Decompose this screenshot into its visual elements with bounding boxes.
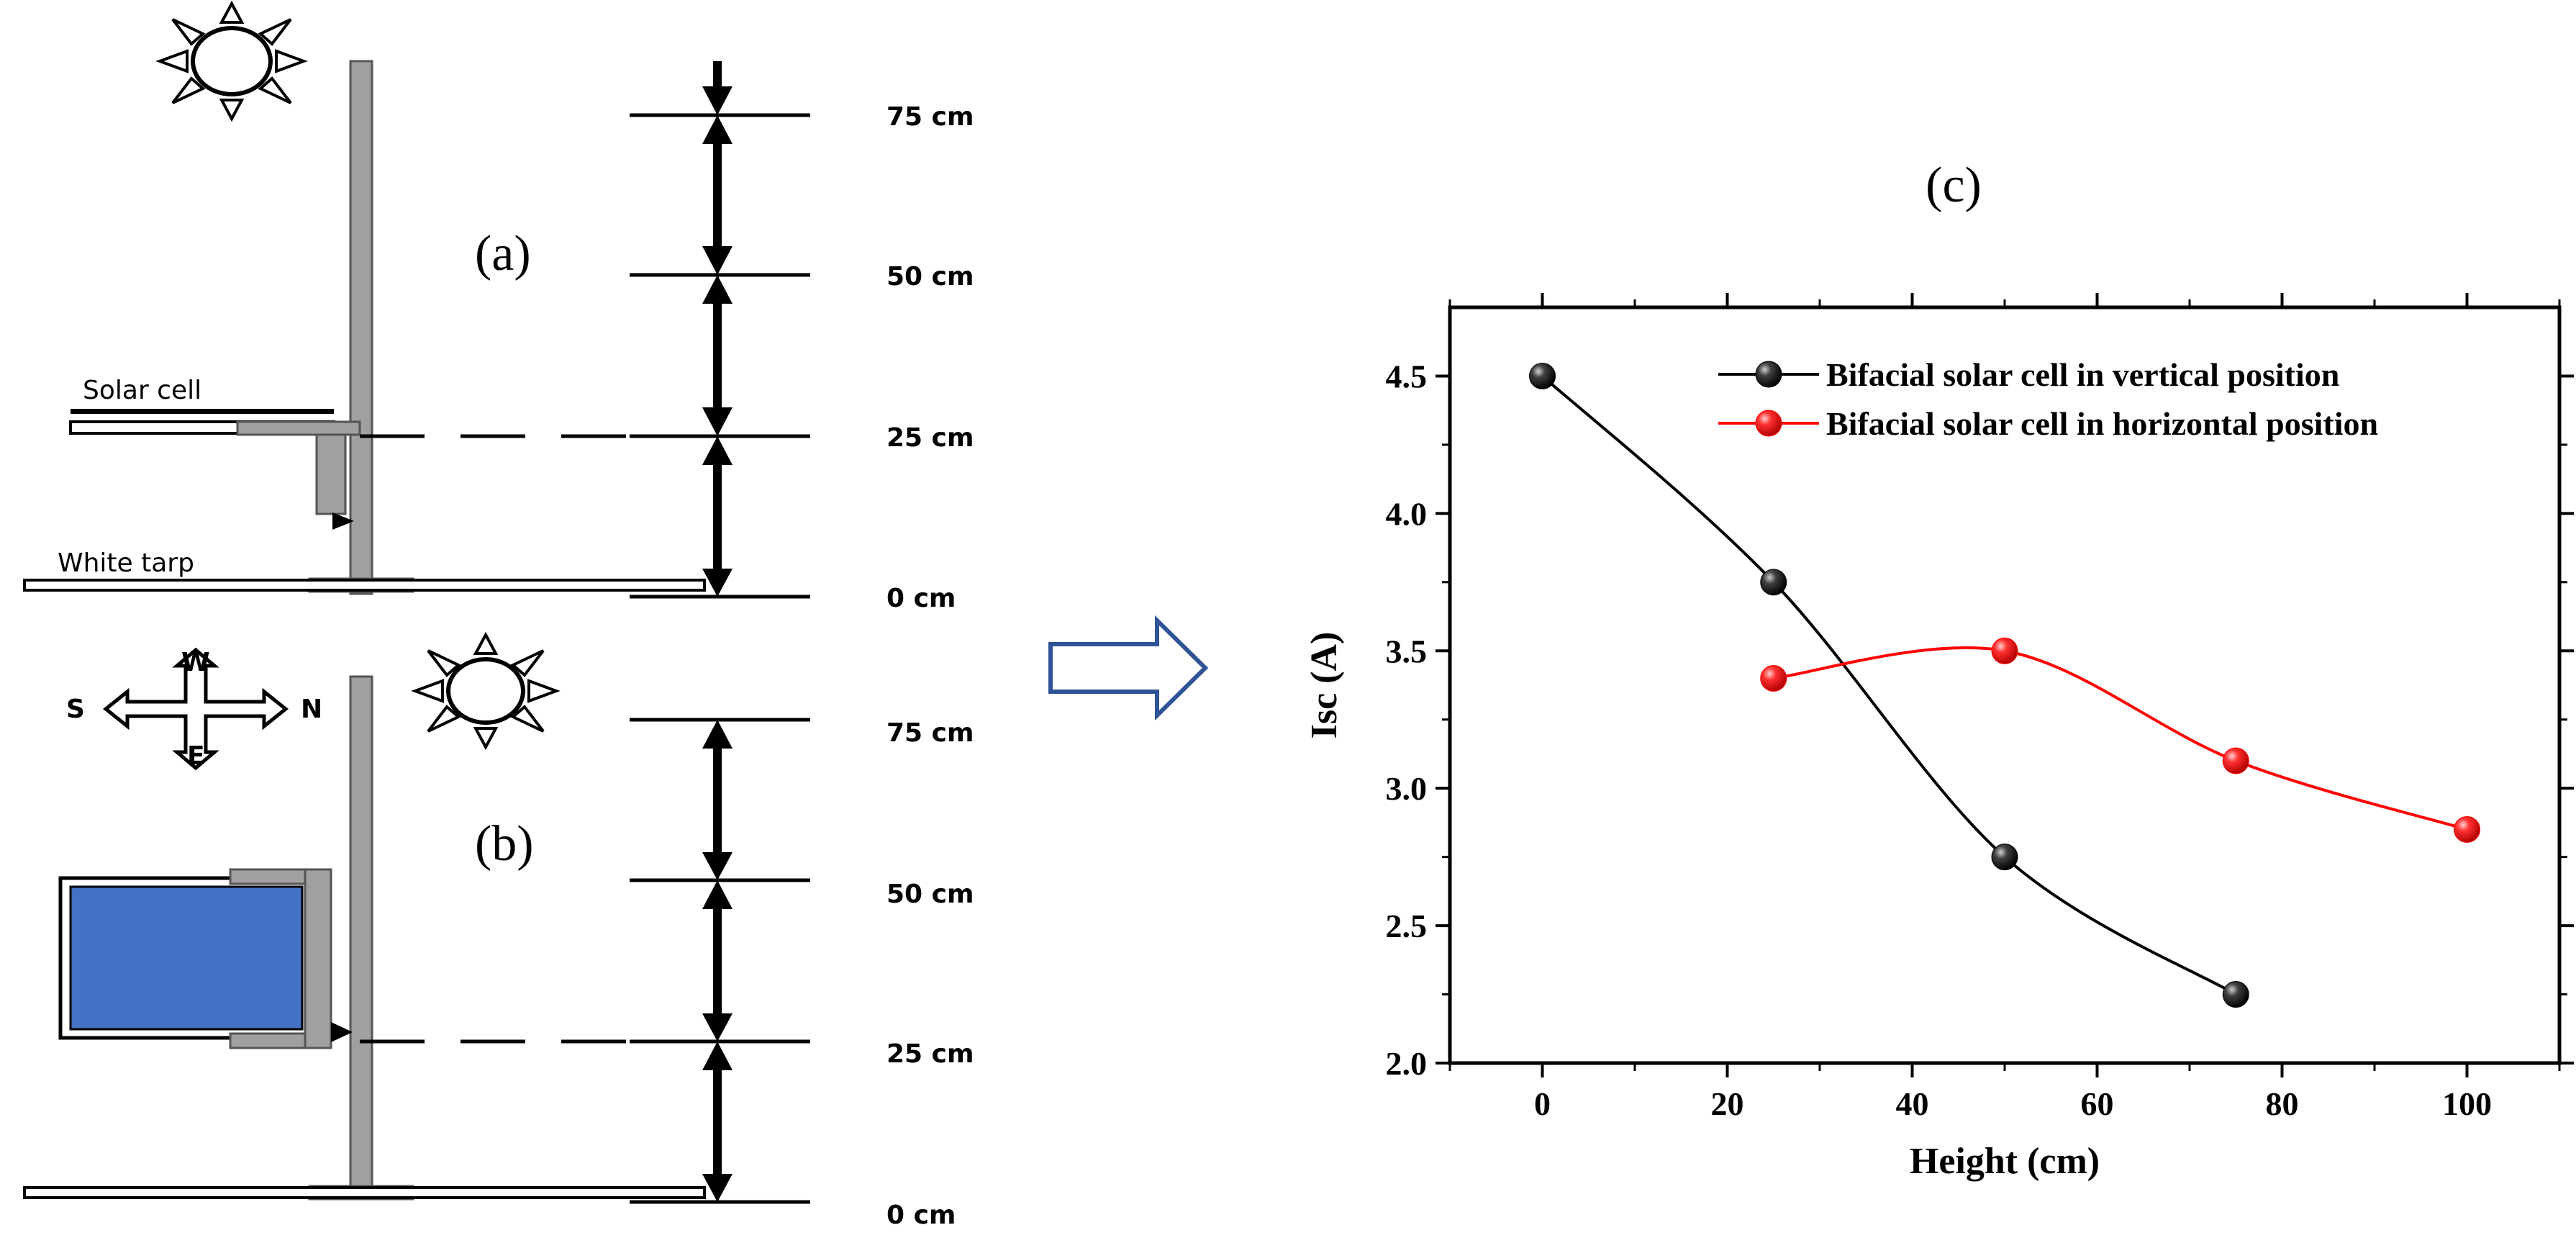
data-point-series-2 [2222, 747, 2249, 774]
y-axis-title: Isc (A) [1304, 632, 1345, 739]
series-line-1 [1541, 374, 2237, 996]
x-axis-title: Height (cm) [1910, 1141, 2100, 1182]
legend-label: Bifacial solar cell in vertical position [1826, 356, 2339, 393]
arm-arrow [332, 512, 354, 530]
solar-cell-label: Solar cell [83, 376, 201, 405]
series-layer [1529, 362, 2480, 1008]
data-point-series-2 [1760, 664, 1787, 692]
compass-north: N [301, 695, 322, 724]
legend-marker [1755, 361, 1782, 388]
y-tick-label: 3.0 [1386, 770, 1428, 807]
compass-icon [102, 647, 289, 771]
y-tick-label: 4.5 [1386, 358, 1428, 394]
data-point-series-1 [1760, 569, 1787, 596]
solar-cell-bracket [236, 420, 361, 436]
panel-a-label: (a) [475, 226, 531, 281]
right-arrow-icon [1048, 615, 1209, 721]
solar-cell-arm [315, 433, 347, 515]
x-tick-label: 80 [2266, 1085, 2299, 1122]
data-point-series-2 [2454, 815, 2480, 843]
support-pole [349, 60, 373, 595]
y-tick-label: 2.5 [1386, 908, 1428, 944]
panel-bracket-side [304, 868, 332, 1049]
x-tick-label: 100 [2442, 1085, 2492, 1122]
solar-cell-top [71, 409, 334, 414]
solar-panel [69, 885, 304, 1031]
y-tick-label: 4.0 [1386, 495, 1428, 532]
height-scale [630, 61, 810, 599]
height-mark-75: 75 cm [886, 102, 974, 132]
height-mark-25: 25 cm [886, 1039, 974, 1069]
data-point-series-1 [1529, 362, 1556, 389]
legend-label: Bifacial solar cell in horizontal positi… [1826, 405, 2378, 442]
legend: Bifacial solar cell in vertical position… [1718, 356, 2378, 442]
x-tick-label: 40 [1896, 1085, 1929, 1122]
compass-east: E [187, 741, 205, 771]
panel-b-label: (b) [475, 816, 534, 872]
data-point-series-2 [1991, 637, 2018, 664]
panel-c-label: (c) [1926, 158, 1982, 213]
height-mark-0: 0 cm [886, 584, 956, 613]
height-mark-75: 75 cm [886, 718, 974, 748]
compass-west: W [181, 648, 210, 677]
white-tarp-label: White tarp [58, 548, 194, 578]
panel-c: (c) 0 20 40 60 80 100 2.0 2.5 3.0 3.5 4.0 4.5 Bifac… [1304, 158, 2574, 1182]
height-scale [630, 718, 810, 1204]
bracket-arrow [331, 1022, 353, 1042]
sun-icon [155, 0, 308, 122]
sun-icon [411, 631, 561, 751]
white-tarp [23, 579, 706, 592]
x-tick-label: 0 [1534, 1085, 1551, 1122]
x-tick-label: 60 [2081, 1085, 2114, 1122]
panel-b: W S N E [23, 631, 974, 1230]
legend-marker [1755, 410, 1782, 437]
white-tarp [23, 1186, 706, 1199]
support-pole [349, 675, 373, 1200]
panel-a: White tarp Solar cell [23, 0, 974, 613]
y-tick-label: 3.5 [1386, 633, 1428, 669]
height-mark-25: 25 cm [886, 423, 974, 453]
height-mark-0: 0 cm [886, 1201, 956, 1230]
x-tick-label: 20 [1711, 1085, 1744, 1122]
axes-layer: 0 20 40 60 80 100 2.0 2.5 3.0 3.5 4.0 4.5 [1386, 293, 2574, 1122]
height-mark-50: 50 cm [886, 262, 974, 291]
data-point-series-1 [2222, 981, 2249, 1008]
y-tick-label: 2.0 [1386, 1045, 1428, 1082]
data-point-series-1 [1991, 844, 2018, 871]
height-mark-50: 50 cm [886, 880, 974, 909]
series-line-2 [1773, 646, 2468, 831]
compass-south: S [66, 695, 85, 724]
